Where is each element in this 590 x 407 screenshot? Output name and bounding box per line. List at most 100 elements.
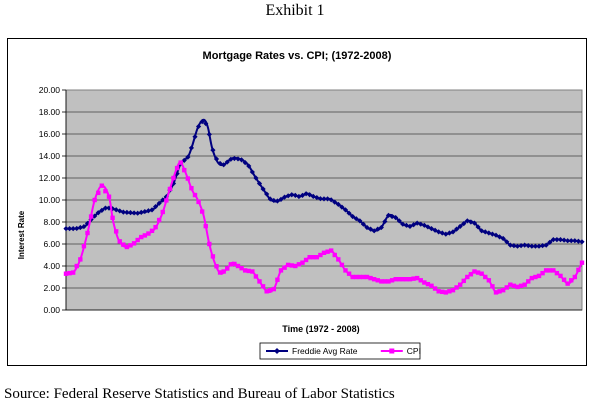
freddie-avg-rate-point: [475, 224, 481, 230]
freddie-avg-rate-point: [353, 216, 359, 222]
freddie-avg-rate-point: [525, 243, 531, 249]
freddie-avg-rate-point: [407, 223, 413, 229]
freddie-avg-rate-point: [328, 197, 334, 203]
cpi-point: [386, 279, 391, 284]
freddie-avg-rate-point: [106, 205, 112, 211]
cpi-point: [74, 263, 79, 269]
cpi-point: [199, 209, 205, 214]
cpi-point: [124, 244, 130, 250]
cpi-point: [174, 165, 180, 171]
y-tick-label: 0.00: [43, 305, 60, 315]
cpi-point: [264, 289, 269, 294]
freddie-avg-rate-point: [142, 208, 148, 215]
legend-box: [259, 342, 421, 360]
cpi-point: [250, 269, 255, 274]
cpi-point: [465, 274, 470, 280]
freddie-avg-rate-point: [210, 147, 216, 153]
freddie-avg-rate-point: [421, 222, 427, 228]
cpi-point: [221, 269, 226, 274]
cpi-point: [346, 271, 352, 276]
y-tick-label: 18.00: [39, 107, 61, 117]
cpi-point: [425, 281, 431, 287]
y-tick-label: 10.00: [39, 195, 61, 205]
freddie-avg-rate-point: [554, 237, 560, 243]
freddie-avg-rate-point: [547, 239, 553, 245]
freddie-avg-rate-point: [496, 234, 503, 240]
freddie-avg-rate-point: [504, 239, 510, 245]
mortgage-cpi-chart: Mortgage Rates vs. CPI; (1972-2008) 0.00…: [17, 50, 585, 360]
freddie-avg-rate-point: [131, 210, 137, 216]
cpi-point: [533, 274, 538, 280]
cpi-point: [239, 266, 244, 271]
freddie-avg-rate-point: [550, 237, 556, 243]
cpi-point: [404, 277, 409, 282]
cpi-point: [135, 237, 140, 243]
cpi-point: [210, 254, 216, 259]
freddie-avg-rate-point: [346, 210, 352, 216]
cpi-point: [225, 266, 230, 271]
cpi-point: [468, 272, 474, 277]
cpi-point: [332, 252, 337, 258]
cpi-point: [429, 283, 434, 288]
freddie-avg-rate-point: [536, 243, 542, 249]
legend-item-cpi: CPI: [380, 346, 421, 356]
freddie-avg-rate-markers: [63, 119, 585, 249]
cpi-point: [500, 288, 506, 293]
cpi-point: [314, 255, 320, 260]
cpi-point: [511, 283, 517, 288]
cpi-point: [389, 278, 395, 283]
y-tick-label: 6.00: [43, 239, 60, 249]
cpi-point: [246, 268, 251, 274]
cpi-point: [397, 277, 402, 282]
chart-frame: Mortgage Rates vs. CPI; (1972-2008) 0.00…: [7, 38, 587, 366]
freddie-avg-rate-point: [457, 223, 463, 229]
cpi-point: [160, 209, 165, 215]
cpi-point: [361, 274, 366, 280]
freddie-avg-rate-point: [332, 199, 338, 205]
y-tick-label: 2.00: [43, 283, 60, 293]
cpi-point: [285, 262, 291, 268]
legend-marker: [274, 348, 280, 354]
cpi-point: [142, 233, 148, 238]
cpi-point: [529, 275, 535, 281]
freddie-avg-rate-point: [213, 156, 220, 162]
cpi-point: [328, 248, 334, 253]
freddie-avg-rate-point: [489, 231, 496, 237]
cpi-point: [440, 289, 445, 295]
cpi-point: [189, 185, 194, 191]
cpi-point: [518, 283, 524, 288]
freddie-avg-rate-point: [238, 157, 245, 163]
cpi-point: [307, 255, 312, 260]
cpi-point: [572, 274, 578, 280]
freddie-avg-rate-point: [339, 204, 345, 210]
cpi-point: [128, 243, 133, 248]
y-tick-label: 4.00: [43, 261, 60, 271]
cpi-point: [282, 265, 287, 270]
freddie-avg-rate-point: [307, 192, 313, 198]
cpi-point: [490, 284, 495, 289]
freddie-avg-rate-point: [561, 237, 567, 243]
freddie-avg-rate-point: [199, 119, 205, 125]
cpi-point: [461, 278, 466, 284]
freddie-avg-rate-point: [206, 131, 212, 137]
cpi-point: [379, 279, 384, 284]
cpi-point: [235, 263, 241, 269]
freddie-avg-rate-point: [324, 196, 331, 202]
freddie-avg-rate-point: [192, 134, 198, 140]
cpi-point: [508, 282, 513, 287]
freddie-avg-rate-point: [479, 228, 485, 234]
cpi-point: [515, 284, 520, 290]
cpi-point: [576, 267, 581, 273]
freddie-avg-rate-point: [135, 210, 141, 216]
freddie-avg-rate-point: [81, 223, 87, 230]
cpi-point: [447, 289, 452, 294]
freddie-avg-rate-point: [471, 220, 478, 226]
freddie-avg-rate-point: [350, 213, 356, 220]
cpi-point: [418, 278, 423, 283]
freddie-avg-rate-point: [453, 226, 460, 232]
cpi-point: [242, 268, 248, 273]
freddie-avg-rate-point: [317, 196, 324, 202]
freddie-avg-rate-point: [224, 159, 230, 165]
cpi-point: [504, 285, 509, 290]
cpi-point: [110, 215, 115, 220]
